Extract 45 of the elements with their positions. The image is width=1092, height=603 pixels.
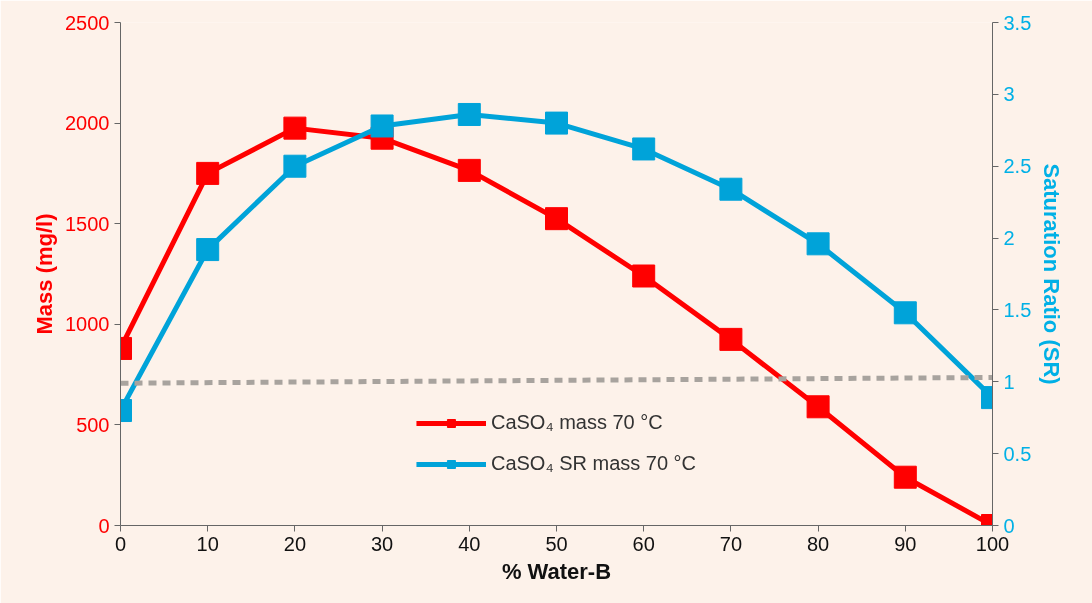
point <box>632 137 656 161</box>
point <box>893 301 917 325</box>
point <box>545 111 568 135</box>
y2-tick-label: 3 <box>1003 83 1015 106</box>
y-axis-title: Mass (mg/l) <box>32 213 58 335</box>
y-tick-label: 2500 <box>65 11 110 34</box>
y2-axis-title: Saturation Ratio (SR) <box>1039 163 1065 385</box>
point <box>370 114 394 138</box>
y2-tick-label: 0.5 <box>1003 442 1032 465</box>
x-tick-label: 0 <box>114 532 127 555</box>
x-tick-label: 50 <box>545 532 568 555</box>
point <box>719 177 743 201</box>
y-tick-label: 0 <box>98 514 110 537</box>
point <box>196 161 220 185</box>
x-tick-label: 70 <box>719 532 743 555</box>
x-axis-title: % Water-B <box>501 558 612 584</box>
x-tick-label: 60 <box>632 532 655 555</box>
y2-tick-label: 2 <box>1003 227 1015 250</box>
y-tick-label: 1000 <box>65 313 110 336</box>
y2-tick-label: 1 <box>1003 370 1015 393</box>
legend-label: CaSO₄ mass 70 °C <box>490 411 663 434</box>
point <box>457 102 481 126</box>
y-tick-label: 2000 <box>65 112 110 135</box>
point <box>806 232 830 256</box>
x-tick-label: 30 <box>370 532 394 555</box>
legend-label: CaSO₄ SR mass 70 °C <box>490 452 697 475</box>
point <box>806 395 830 419</box>
y2-tick-label: 3.5 <box>1003 11 1032 34</box>
x-tick-label: 80 <box>806 532 830 555</box>
y2-tick-label: 1.5 <box>1003 298 1032 321</box>
point <box>457 158 481 182</box>
y-tick-label: 1500 <box>65 212 110 235</box>
point <box>632 264 656 288</box>
point <box>545 207 568 231</box>
point <box>719 327 743 351</box>
point <box>893 465 917 489</box>
x-tick-label: 20 <box>283 532 307 555</box>
point <box>283 116 307 140</box>
point <box>196 238 220 262</box>
y-tick-label: 500 <box>76 413 110 436</box>
y2-tick-label: 2.5 <box>1003 155 1032 178</box>
x-tick-label: 10 <box>196 532 219 555</box>
x-tick-label: 40 <box>458 532 481 555</box>
x-tick-label: 90 <box>894 532 917 555</box>
point <box>283 154 307 178</box>
